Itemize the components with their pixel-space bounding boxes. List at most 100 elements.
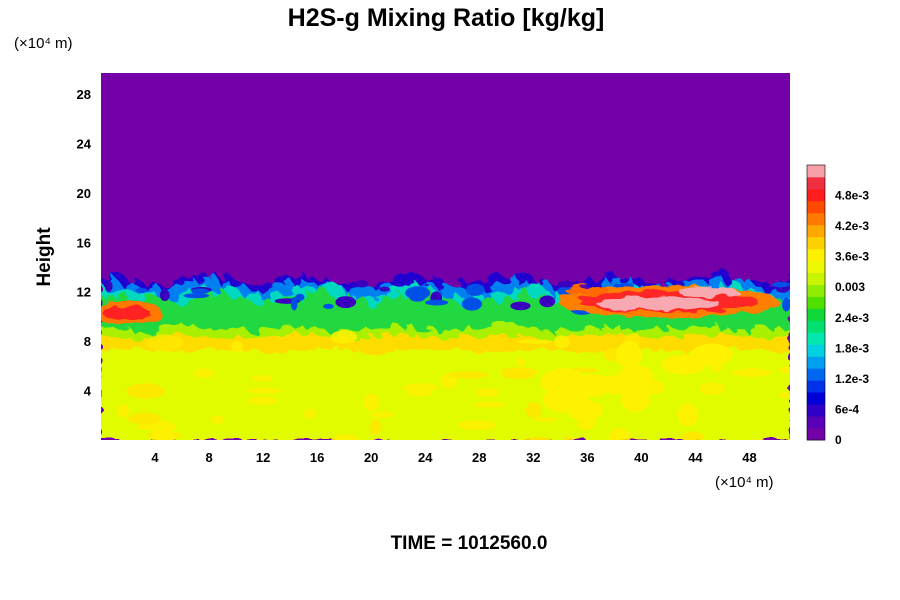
field-patch [690,343,733,366]
colorbar-swatch [807,308,825,321]
colorbar-tick-label: 4.8e-3 [835,189,869,203]
field-patch [448,371,489,379]
x-tick-label: 36 [580,450,594,465]
field-patch [410,295,425,302]
field-patch [191,288,209,295]
field-patch [247,396,277,405]
field-patch [406,390,431,397]
field-patch [510,301,531,311]
field-patch [370,418,381,436]
x-tick-label: 4 [151,450,159,465]
field-patch [159,289,170,302]
field-patch [126,383,165,399]
x-tick-label: 48 [742,450,756,465]
field-patch [304,408,316,419]
x-tick-label: 20 [364,450,378,465]
field-patch [780,366,790,374]
field-patch [677,403,698,426]
field-patch [379,286,390,292]
colorbar-tick-label: 6e-4 [835,402,859,416]
colorbar-swatch [807,284,825,297]
time-label: TIME = 1012560.0 [391,533,548,554]
field-patch [616,341,642,369]
colorbar-swatch [807,272,825,285]
y-tick-label: 28 [77,87,91,102]
field-patch [539,295,556,308]
field-high-region [596,296,721,311]
field-patch [425,299,449,306]
field-patch [231,340,243,353]
field-patch [525,402,543,419]
field-patch [331,434,360,440]
colorbar-tick-label: 1.2e-3 [835,372,869,386]
field-patch [247,387,282,394]
colorbar-tick-label: 0.003 [835,280,865,294]
field-high-region [678,286,739,297]
colorbar-tick-label: 2.4e-3 [835,311,869,325]
field-patch [681,442,710,446]
colorbar-tick-label: 4.2e-3 [835,219,869,233]
x-tick-label: 12 [256,450,270,465]
y-axis-ticks: 4 8 12 16 20 24 28 [77,87,92,399]
field-patch [533,417,559,422]
field-patch [529,436,552,440]
colorbar-swatch [807,296,825,309]
colorbar-swatch [807,176,825,190]
field-patch [117,404,130,418]
x-tick-label: 16 [310,450,324,465]
field-patch [540,368,587,396]
colorbar-swatch [807,188,825,202]
colorbar-swatch [807,200,825,214]
field-patch [371,411,394,418]
field-high-region [565,285,610,296]
colorbar-swatch [807,356,825,369]
field-patch [252,375,273,382]
field-patch [681,431,705,440]
field-patch [617,365,654,389]
field-patch [135,288,148,294]
field-patch [562,436,575,440]
y-tick-label: 16 [77,235,91,250]
field-patch [211,415,224,424]
field-patch [405,286,431,300]
colorbar-swatch [807,332,825,345]
colorbar-swatch [807,380,825,393]
x-tick-label: 44 [688,450,703,465]
colorbar-swatch [807,248,825,262]
plot-area [101,73,790,446]
field-patch [669,358,701,369]
colorbar-frame [806,164,826,441]
colorbar-ticks: 0 6e-4 1.2e-3 1.8e-3 2.4e-3 0.003 3.6e-3 4.2e-3… [835,189,869,447]
field-patch [355,280,369,288]
field-patch [475,388,500,397]
field-patch [553,335,570,349]
y-tick-label: 24 [77,136,92,151]
field-patch [456,420,496,431]
field-patch [193,368,215,378]
field-patch [363,393,380,412]
field-patch [557,281,577,288]
field-patch [502,370,535,380]
field-patch [461,297,483,311]
y-tick-label: 8 [84,334,91,349]
field-patch [698,382,725,396]
field-patch [145,334,184,352]
colorbar-swatch [807,212,825,226]
field-patch [136,423,149,430]
field-patch [151,429,176,440]
y-axis-label: Height [34,227,55,287]
field-patch [183,293,210,299]
colorbar-swatch [807,368,825,381]
colorbar-tick-label: 0 [835,433,842,447]
field-patch [290,297,298,311]
colorbar-swatch [807,428,825,441]
field-patch [465,283,485,296]
chart-title: H2S-g Mixing Ratio [kg/kg] [288,4,605,32]
colorbar-swatch [807,165,825,178]
x-tick-label: 24 [418,450,433,465]
colorbar [806,164,826,441]
x-tick-label: 8 [205,450,212,465]
field-patch [754,438,765,440]
colorbar-swatch [807,260,825,274]
